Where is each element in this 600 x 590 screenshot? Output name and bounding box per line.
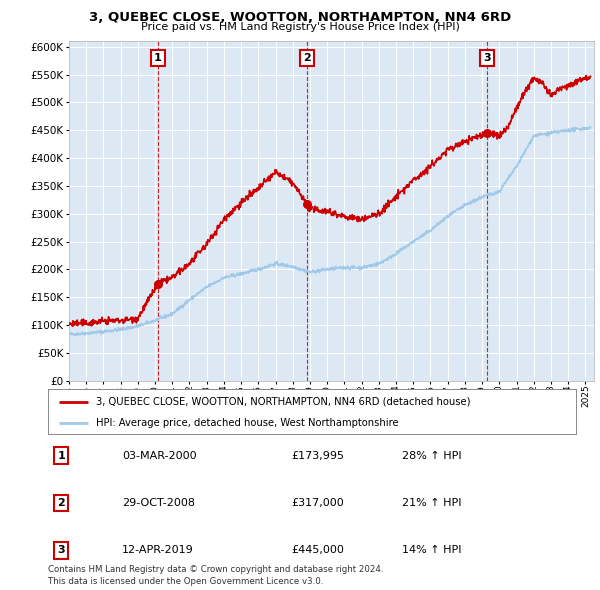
Text: HPI: Average price, detached house, West Northamptonshire: HPI: Average price, detached house, West…	[95, 418, 398, 428]
Text: Contains HM Land Registry data © Crown copyright and database right 2024.: Contains HM Land Registry data © Crown c…	[48, 565, 383, 574]
Text: 03-MAR-2000: 03-MAR-2000	[122, 451, 197, 461]
Point	[153, 279, 163, 289]
Text: 29-OCT-2008: 29-OCT-2008	[122, 498, 195, 508]
Text: £317,000: £317,000	[291, 498, 344, 508]
Text: 3, QUEBEC CLOSE, WOOTTON, NORTHAMPTON, NN4 6RD (detached house): 3, QUEBEC CLOSE, WOOTTON, NORTHAMPTON, N…	[95, 397, 470, 407]
Text: 1: 1	[154, 53, 162, 63]
Text: 21% ↑ HPI: 21% ↑ HPI	[402, 498, 461, 508]
Text: 1: 1	[58, 451, 65, 461]
Text: Price paid vs. HM Land Registry's House Price Index (HPI): Price paid vs. HM Land Registry's House …	[140, 22, 460, 32]
Point	[302, 199, 312, 209]
Text: This data is licensed under the Open Government Licence v3.0.: This data is licensed under the Open Gov…	[48, 577, 323, 586]
Text: 14% ↑ HPI: 14% ↑ HPI	[402, 545, 461, 555]
Text: 3, QUEBEC CLOSE, WOOTTON, NORTHAMPTON, NN4 6RD: 3, QUEBEC CLOSE, WOOTTON, NORTHAMPTON, N…	[89, 11, 511, 24]
Text: 28% ↑ HPI: 28% ↑ HPI	[402, 451, 461, 461]
Text: 12-APR-2019: 12-APR-2019	[122, 545, 194, 555]
Text: 2: 2	[303, 53, 311, 63]
Text: 2: 2	[58, 498, 65, 508]
Text: 3: 3	[58, 545, 65, 555]
Text: £173,995: £173,995	[291, 451, 344, 461]
Text: 3: 3	[483, 53, 491, 63]
Text: £445,000: £445,000	[291, 545, 344, 555]
Point	[482, 129, 492, 138]
